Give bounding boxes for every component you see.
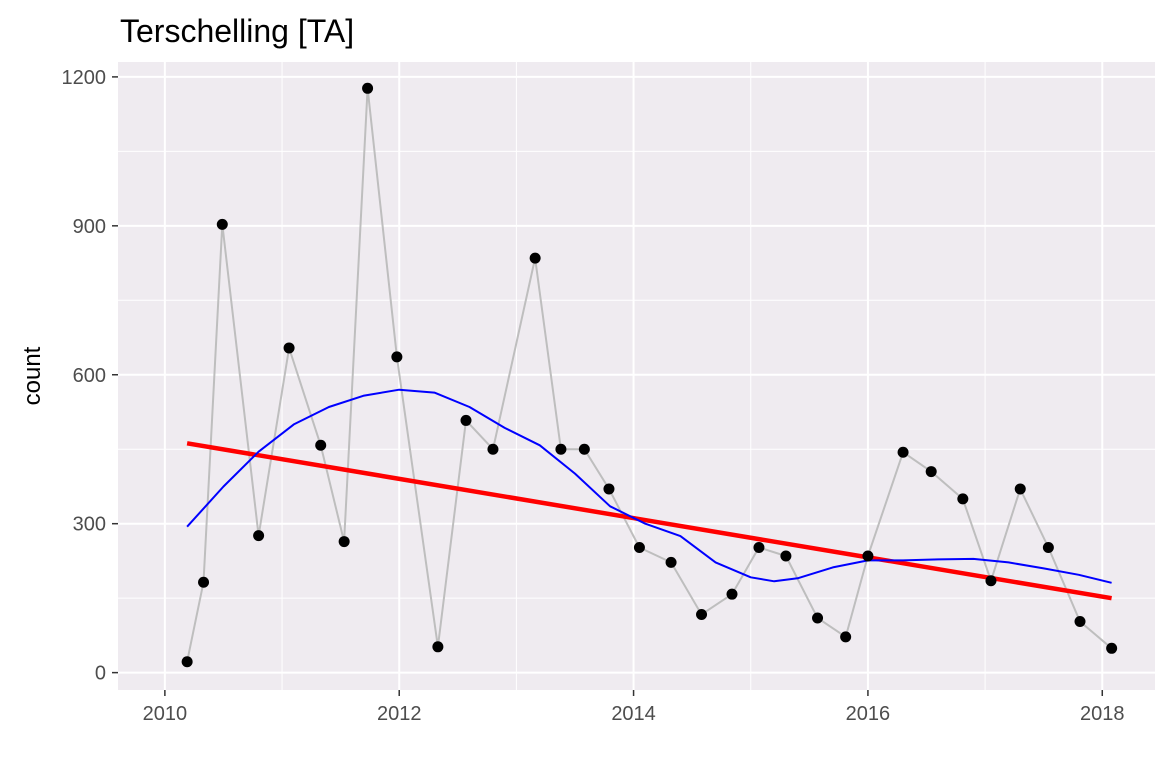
data-point <box>432 641 444 653</box>
data-point <box>812 612 824 624</box>
y-tick-label: 300 <box>73 514 106 536</box>
data-point <box>726 588 738 600</box>
x-tick-label: 2010 <box>143 703 188 725</box>
data-point <box>555 443 567 455</box>
data-point <box>985 575 997 587</box>
data-point <box>862 550 874 562</box>
data-point <box>696 609 708 621</box>
data-point <box>578 443 590 455</box>
data-point <box>840 631 852 643</box>
data-point <box>753 542 765 554</box>
y-tick-label: 1200 <box>62 67 107 89</box>
data-point <box>1014 483 1026 495</box>
y-axis-label: count <box>19 346 46 405</box>
data-point <box>780 550 792 562</box>
series-layer <box>181 82 1118 668</box>
x-tick-label: 2016 <box>846 703 891 725</box>
data-point <box>181 656 193 668</box>
data-point <box>925 466 937 478</box>
data-point <box>315 439 327 451</box>
data-point <box>1042 542 1054 554</box>
y-tick-label: 0 <box>95 663 106 685</box>
data-point <box>362 82 374 94</box>
data-point <box>603 483 615 495</box>
data-point <box>529 252 541 264</box>
grid-minor <box>118 62 1155 690</box>
data-point <box>897 446 909 458</box>
data-point <box>1074 615 1086 627</box>
x-tick-label: 2018 <box>1080 703 1125 725</box>
data-point <box>198 576 210 588</box>
data-point <box>1106 642 1118 654</box>
data-point <box>391 351 403 363</box>
x-axis: 2010 2012 2014 2016 2018 <box>143 690 1125 725</box>
data-point <box>283 342 295 354</box>
y-axis: 0 300 600 900 1200 <box>62 67 118 685</box>
data-point <box>216 218 228 230</box>
data-point <box>253 530 265 542</box>
data-point <box>665 556 677 568</box>
smooth-line <box>186 388 1112 584</box>
y-tick-label: 600 <box>73 365 106 387</box>
data-point <box>957 493 969 505</box>
data-point <box>338 536 350 548</box>
linear-trend-line <box>186 441 1112 601</box>
x-tick-label: 2012 <box>377 703 422 725</box>
y-tick-label: 900 <box>73 216 106 238</box>
plot-panel <box>118 62 1155 690</box>
chart-title: Terschelling [TA] <box>120 13 354 49</box>
data-point <box>633 542 645 554</box>
data-point <box>460 414 472 426</box>
grid-major <box>118 62 1155 690</box>
data-point <box>487 443 499 455</box>
x-tick-label: 2014 <box>611 703 656 725</box>
